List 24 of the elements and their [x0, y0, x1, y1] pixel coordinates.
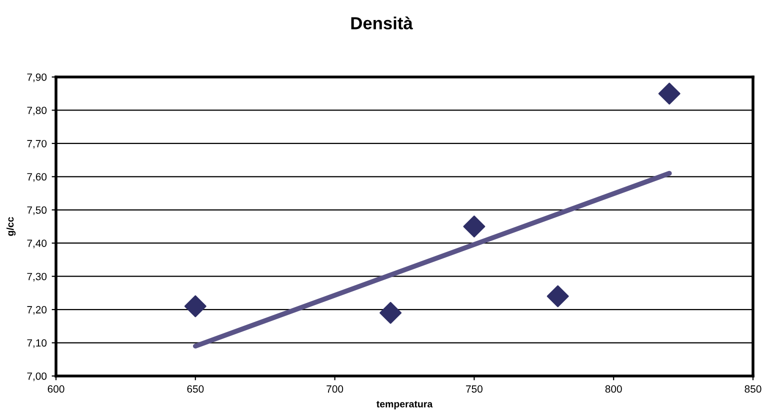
point [546, 285, 569, 308]
y-tick-label: 7,90 [27, 74, 47, 82]
x-tick-label: 750 [466, 385, 482, 393]
y-tick-label: 7,00 [27, 372, 47, 382]
y-tick-label: 7,20 [27, 306, 47, 315]
y-tick-label: 7,70 [27, 140, 47, 149]
y-tick-label: 7,10 [27, 339, 47, 348]
x-axis-title: temperatura [376, 400, 433, 410]
x-tick-label: 600 [48, 385, 64, 393]
x-tick-label: 700 [326, 385, 344, 393]
y-tick-label: 7,40 [27, 240, 47, 248]
y-tick-label: 7,50 [27, 206, 47, 215]
y-tick-label: 7,30 [27, 272, 47, 282]
x-tick-label: 850 [744, 385, 762, 393]
point [184, 295, 206, 318]
chart-title: Densità [351, 16, 413, 30]
y-tick-label: 7,60 [27, 173, 47, 182]
x-tick-label: 800 [605, 385, 622, 393]
point [380, 302, 402, 324]
y-axis-title: g/cc [6, 217, 16, 236]
point [658, 82, 680, 105]
point [463, 216, 486, 238]
x-tick-label: 650 [187, 385, 204, 393]
y-tick-label: 7,80 [27, 106, 47, 116]
